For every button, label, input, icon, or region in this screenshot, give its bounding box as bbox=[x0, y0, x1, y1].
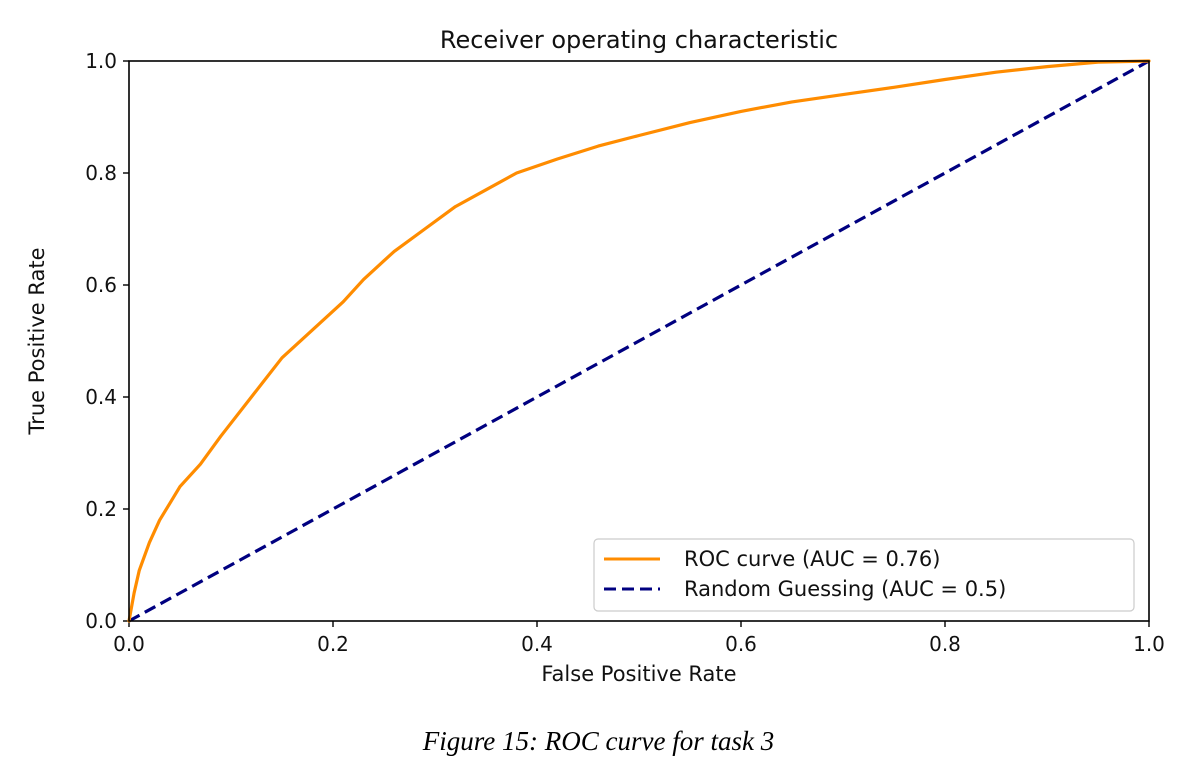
legend-box bbox=[593, 538, 1135, 612]
legend-label-roc: ROC curve (AUC = 0.76) bbox=[684, 547, 940, 571]
y-tick-label: 1.0 bbox=[85, 49, 117, 73]
x-tick-label: 0.4 bbox=[521, 632, 553, 656]
x-tick-label: 0.0 bbox=[113, 632, 145, 656]
x-tick-label: 0.6 bbox=[725, 632, 757, 656]
y-axis-label: True Positive Rate bbox=[25, 247, 49, 435]
y-tick-label: 0.8 bbox=[85, 161, 117, 185]
legend-label-random: Random Guessing (AUC = 0.5) bbox=[684, 577, 1006, 601]
legend: ROC curve (AUC = 0.76) Random Guessing (… bbox=[593, 538, 1135, 612]
x-tick-label: 0.2 bbox=[317, 632, 349, 656]
y-tick-label: 0.4 bbox=[85, 385, 117, 409]
x-axis-label: False Positive Rate bbox=[541, 662, 736, 686]
y-tick-label: 0.6 bbox=[85, 273, 117, 297]
x-tick-label: 0.8 bbox=[929, 632, 961, 656]
figure-caption: Figure 15: ROC curve for task 3 bbox=[422, 726, 775, 756]
series-line-random bbox=[128, 59, 1150, 623]
chart-title: Receiver operating characteristic bbox=[440, 26, 838, 54]
y-tick-label: 0.2 bbox=[85, 497, 117, 521]
plot-frame bbox=[128, 60, 1150, 622]
tick-group: 0.0 0.2 0.4 0.6 0.8 1.0 0.0 0.2 0.4 0.6 0.8 1.0 bbox=[85, 49, 1165, 656]
series-group bbox=[127, 59, 1151, 623]
series-line-roc bbox=[127, 59, 1151, 623]
y-tick-label: 0.0 bbox=[85, 609, 117, 633]
x-tick-label: 1.0 bbox=[1133, 632, 1165, 656]
